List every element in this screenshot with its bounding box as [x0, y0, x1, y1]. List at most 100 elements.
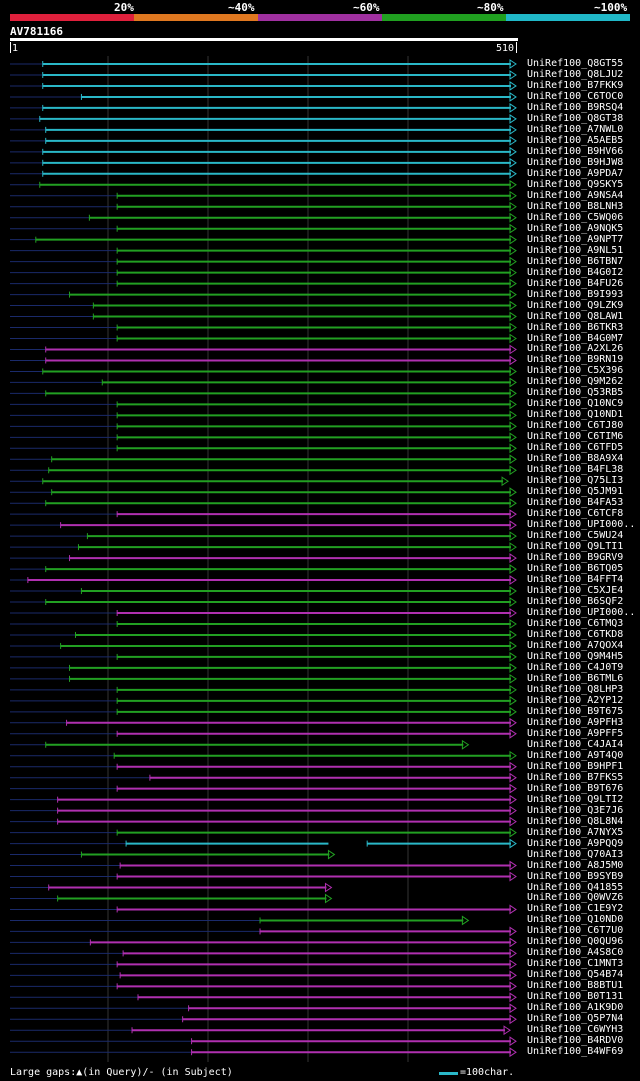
hit-label[interactable]: UniRef100_B9RN19	[527, 354, 624, 366]
hit-label[interactable]: UniRef100_Q54B74	[527, 969, 624, 981]
hit-label[interactable]: UniRef100_Q8LAW1	[527, 310, 624, 322]
hit-label[interactable]: UniRef100_Q3E7J6	[527, 804, 624, 816]
hit-label[interactable]: UniRef100_B4FU26	[527, 277, 624, 289]
hit-label[interactable]: UniRef100_B4G0M7	[527, 332, 624, 344]
hit-label[interactable]: UniRef100_C1MNT3	[527, 958, 624, 970]
hit-arrow	[509, 366, 517, 377]
hit-label[interactable]: UniRef100_C5XJE4	[527, 585, 624, 597]
hit-label[interactable]: UniRef100_Q8L8N4	[527, 815, 624, 827]
hit-label[interactable]: UniRef100_B0T131	[527, 991, 624, 1003]
hit-label[interactable]: UniRef100_Q10NC9	[527, 398, 624, 410]
hit-label[interactable]: UniRef100_C1E9Y2	[527, 903, 624, 915]
hit-label[interactable]: UniRef100_A9PQQ9	[527, 837, 624, 849]
hit-label[interactable]: UniRef100_Q10ND0	[527, 914, 624, 926]
hit-label[interactable]: UniRef100_B4FFT4	[527, 574, 624, 586]
hit-label[interactable]: UniRef100_Q53RB5	[527, 387, 624, 399]
hit-label[interactable]: UniRef100_C6TMQ3	[527, 617, 624, 629]
hit-label[interactable]: UniRef100_A9T4Q0	[527, 749, 624, 761]
hit-label[interactable]: UniRef100_Q9SKY5	[527, 178, 624, 190]
hit-label[interactable]: UniRef100_Q5JM91	[527, 486, 624, 498]
hit-label[interactable]: UniRef100_C5WQ06	[527, 211, 624, 223]
hit-label[interactable]: UniRef100_C5WU24	[527, 530, 624, 542]
hit-label[interactable]: UniRef100_B6TML6	[527, 672, 624, 684]
hit-label[interactable]: UniRef100_Q9LZK9	[527, 299, 624, 311]
hit-label[interactable]: UniRef100_Q41855	[527, 881, 624, 893]
hit-label[interactable]: UniRef100_Q0QU96	[527, 936, 624, 948]
hit-label[interactable]: UniRef100_B7FKS5	[527, 771, 624, 783]
hit-label[interactable]: UniRef100_A9PDA7	[527, 167, 624, 179]
hit-arrow	[509, 970, 517, 981]
query-start-tick	[10, 42, 11, 53]
hit-label[interactable]: UniRef100_A8J5M0	[527, 859, 624, 871]
hit-label[interactable]: UniRef100_UPI000..	[527, 607, 636, 618]
hit-label[interactable]: UniRef100_B9HPF1	[527, 760, 624, 772]
hit-label[interactable]: UniRef100_Q8LHP3	[527, 683, 624, 695]
hit-label[interactable]: UniRef100_B7FKK9	[527, 79, 624, 91]
hit-label[interactable]: UniRef100_B9HV66	[527, 145, 624, 157]
hit-arrow	[501, 476, 509, 487]
hit-label[interactable]: UniRef100_Q70AI3	[527, 848, 624, 860]
hit-label[interactable]: UniRef100_A4S8C0	[527, 947, 624, 959]
hit-label[interactable]: UniRef100_A7QOX4	[527, 639, 624, 651]
hit-label[interactable]: UniRef100_B9GRV9	[527, 552, 624, 564]
hit-label[interactable]: UniRef100_C5X396	[527, 365, 624, 377]
hit-arrow	[503, 1025, 511, 1036]
hit-label[interactable]: UniRef100_B4RDV0	[527, 1035, 624, 1047]
hit-label[interactable]: UniRef100_B6TBN7	[527, 255, 624, 267]
hit-label[interactable]: UniRef100_A9PFF5	[527, 727, 624, 739]
hit-label[interactable]: UniRef100_C6TKD8	[527, 628, 624, 640]
hit-label[interactable]: UniRef100_C6TIM6	[527, 431, 624, 443]
hit-label[interactable]: UniRef100_C6TFD5	[527, 442, 624, 454]
hit-label[interactable]: UniRef100_Q9LTI1	[527, 541, 624, 553]
hit-label[interactable]: UniRef100_B4FL38	[527, 464, 624, 476]
hit-label[interactable]: UniRef100_A1K9D0	[527, 1002, 624, 1014]
hit-label[interactable]: UniRef100_A9NPT7	[527, 233, 624, 245]
hit-label[interactable]: UniRef100_B4WF69	[527, 1046, 624, 1058]
hit-arrow	[509, 717, 517, 728]
hit-label[interactable]: UniRef100_A7NYX5	[527, 826, 624, 838]
hit-label[interactable]: UniRef100_B6SQF2	[527, 596, 624, 608]
hit-label[interactable]: UniRef100_A9NL51	[527, 244, 624, 256]
hit-label[interactable]: UniRef100_C6T7U0	[527, 925, 624, 937]
hit-label[interactable]: UniRef100_Q9LTI2	[527, 793, 624, 805]
hit-arrow	[509, 70, 517, 80]
hit-label[interactable]: UniRef100_Q0WVZ6	[527, 892, 624, 904]
hit-label[interactable]: UniRef100_A9NSA4	[527, 189, 624, 201]
hit-label[interactable]: UniRef100_A5AEB5	[527, 134, 624, 146]
hit-arrow	[509, 783, 517, 794]
hit-label[interactable]: UniRef100_B8BTU1	[527, 980, 624, 992]
hit-label[interactable]: UniRef100_C6TOC0	[527, 90, 624, 102]
hit-label[interactable]: UniRef100_B6TQ05	[527, 563, 624, 575]
hit-label[interactable]: UniRef100_B9I993	[527, 288, 624, 300]
hit-label[interactable]: UniRef100_Q10ND1	[527, 409, 624, 421]
hit-label[interactable]: UniRef100_Q9M262	[527, 376, 624, 388]
hit-label[interactable]: UniRef100_B4G0I2	[527, 266, 624, 278]
hit-label[interactable]: UniRef100_B6TKR3	[527, 321, 624, 333]
hit-label[interactable]: UniRef100_C6TCF8	[527, 508, 624, 520]
hit-label[interactable]: UniRef100_C6TJ80	[527, 420, 624, 432]
hit-label[interactable]: UniRef100_Q9M4H5	[527, 650, 624, 662]
hit-label[interactable]: UniRef100_B8A9X4	[527, 453, 624, 465]
hit-label[interactable]: UniRef100_B4FA53	[527, 497, 624, 509]
hit-label[interactable]: UniRef100_C4J0T9	[527, 661, 624, 673]
hit-label[interactable]: UniRef100_B8LNH3	[527, 200, 624, 212]
hit-label[interactable]: UniRef100_Q5P7N4	[527, 1013, 624, 1025]
hit-label[interactable]: UniRef100_B9SYB9	[527, 870, 624, 882]
hit-label[interactable]: UniRef100_Q8GT38	[527, 112, 624, 124]
hit-label[interactable]: UniRef100_A9NQK5	[527, 222, 624, 234]
hit-label[interactable]: UniRef100_A9PFH3	[527, 716, 624, 728]
hit-label[interactable]: UniRef100_B9T675	[527, 705, 624, 717]
hit-label[interactable]: UniRef100_B9RSQ4	[527, 101, 624, 113]
hit-label[interactable]: UniRef100_A2XL26	[527, 343, 624, 355]
hit-label[interactable]: UniRef100_UPI000..	[527, 519, 636, 531]
hit-label[interactable]: UniRef100_Q75LI3	[527, 475, 624, 487]
hit-label[interactable]: UniRef100_B9T676	[527, 782, 624, 794]
scale-legend-text: =100char.	[460, 1067, 515, 1078]
hit-label[interactable]: UniRef100_A7NWL0	[527, 123, 624, 135]
hit-label[interactable]: UniRef100_A2YP12	[527, 694, 624, 706]
hit-label[interactable]: UniRef100_Q8LJU2	[527, 68, 624, 80]
hit-label[interactable]: UniRef100_B9HJW8	[527, 156, 624, 168]
hit-label[interactable]: UniRef100_C4JAI4	[527, 738, 624, 750]
hit-label[interactable]: UniRef100_C6WYH3	[527, 1024, 624, 1036]
hit-label[interactable]: UniRef100_Q8GT55	[527, 58, 624, 69]
